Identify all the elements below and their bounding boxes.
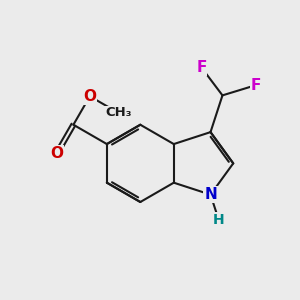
Text: N: N [204,187,217,202]
Text: F: F [250,78,261,93]
Text: F: F [196,60,207,75]
Text: O: O [50,146,64,161]
Text: H: H [213,213,224,226]
Text: CH₃: CH₃ [105,106,131,119]
Text: O: O [83,89,96,104]
